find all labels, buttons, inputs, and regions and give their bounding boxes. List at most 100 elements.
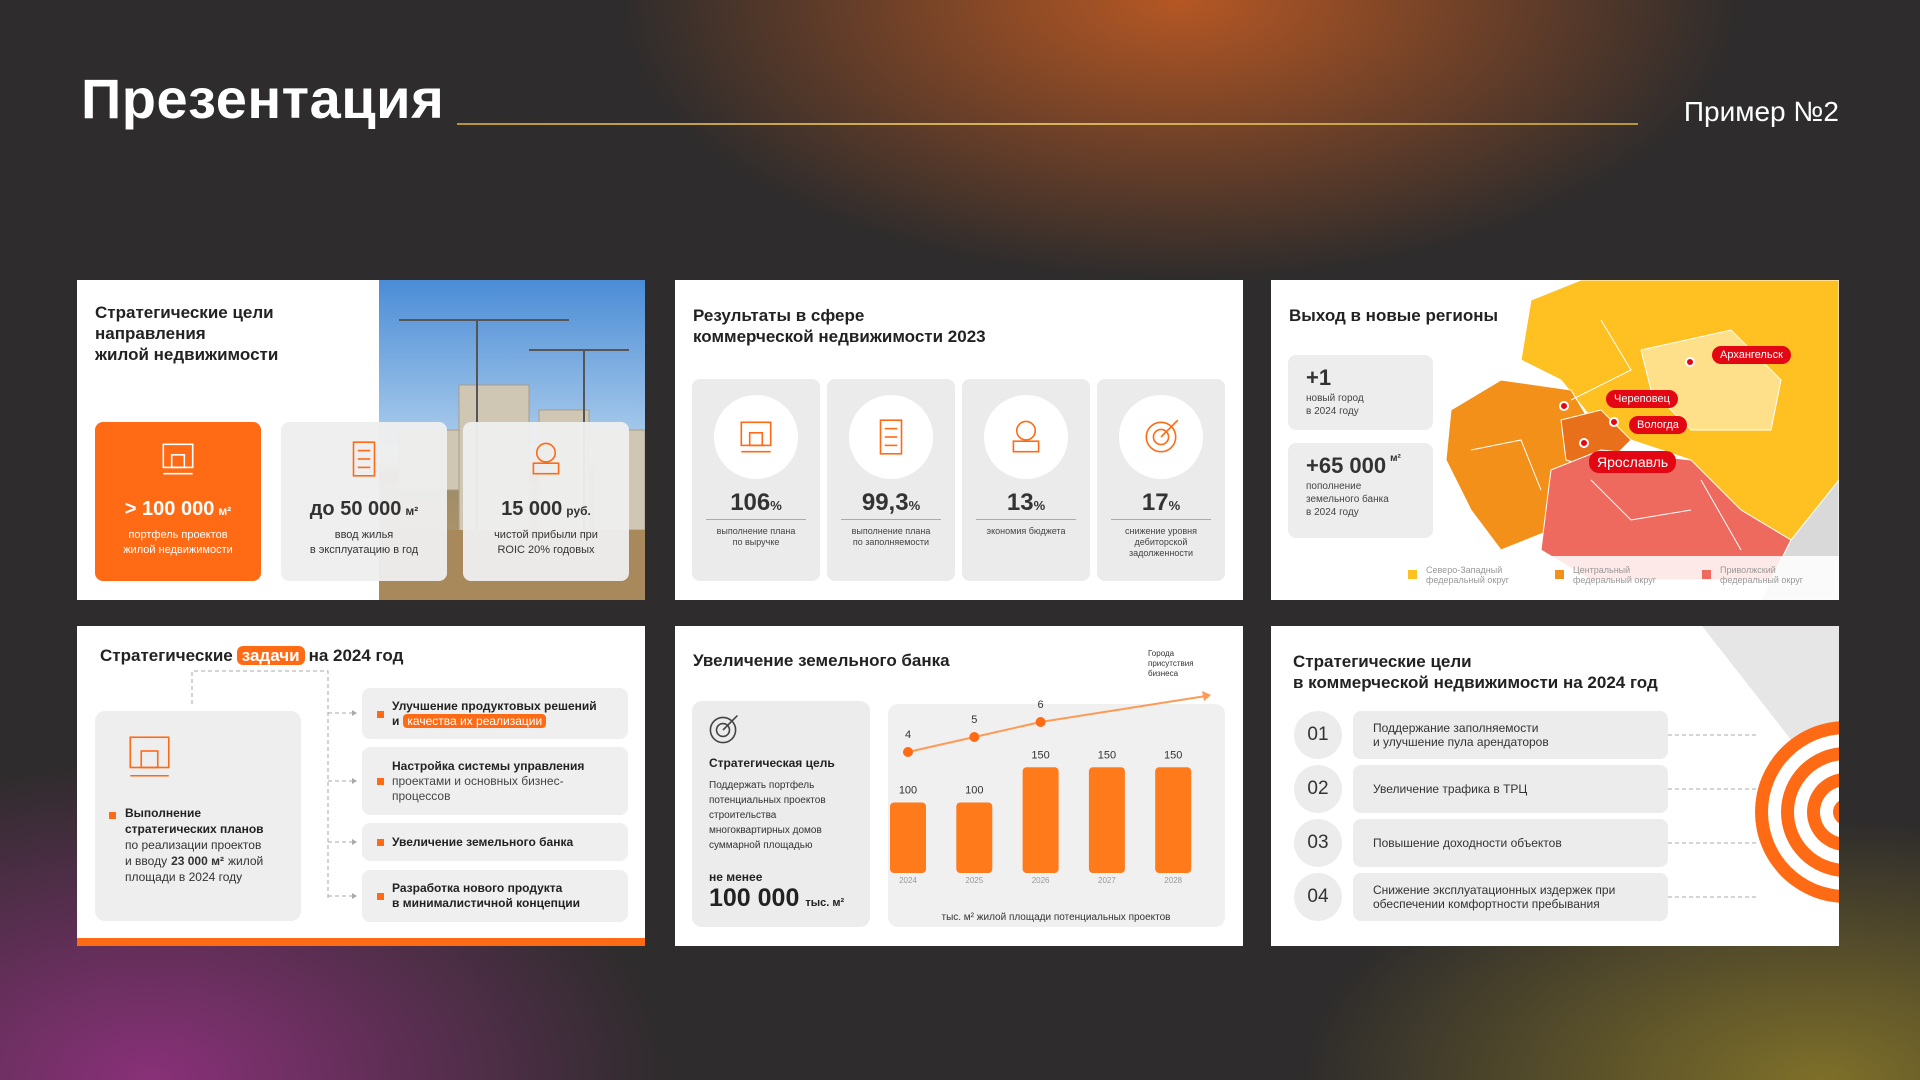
result-value: 106% <box>692 489 820 517</box>
connectors <box>191 670 357 900</box>
icon-shape <box>129 736 170 769</box>
goal-label: Стратегическая цель <box>709 756 835 770</box>
goal-item: Поддержание заполняемости и улучшение пу… <box>1353 711 1668 759</box>
result-card: 13% экономия бюджета <box>962 379 1090 581</box>
task-text: Увеличение земельного банка <box>392 835 573 850</box>
slide-title: Стратегические цели направления жилой не… <box>95 303 279 364</box>
task-text: Улучшение продуктовых решений и качества … <box>392 699 597 729</box>
legend-swatch <box>1408 570 1417 579</box>
min-label: не менее <box>709 870 763 884</box>
number-circle: 01 <box>1294 711 1342 759</box>
goal-text: по реализации проектов и вводу 23 000 м² ж… <box>125 837 295 885</box>
icon <box>1145 419 1179 453</box>
slide: Увеличение земельного банка Стратегическа… <box>675 626 1243 946</box>
result-card: 106% выполнение плана по выручке <box>692 379 820 581</box>
divider <box>1111 519 1211 520</box>
result-label: снижение уровня дебиторской задолженност… <box>1124 526 1198 558</box>
icon <box>879 419 903 455</box>
goal-text: Повышение доходности объектов <box>1373 836 1562 850</box>
slide: Выход в новые регионы +1 новый город в 202… <box>1271 280 1839 600</box>
legend-swatch <box>1555 570 1564 579</box>
stat-value: +65 000 м² <box>1306 453 1401 479</box>
value: 13 <box>1006 489 1034 516</box>
task-title: Разработка нового продукта в минималисти… <box>392 881 581 910</box>
goal-text: Поддержать портфель потенциальных проект… <box>709 780 826 851</box>
line-point <box>969 732 980 742</box>
stat-card: до 50 000 м² ввод жилья в эксплуатацию в г… <box>281 422 447 581</box>
city-dot <box>1609 417 1619 427</box>
icon <box>740 421 772 453</box>
value: 15 000 <box>501 498 563 520</box>
bullet <box>377 710 384 718</box>
number-circle: 04 <box>1294 873 1342 921</box>
slide-title: Стратегические задачи на 2024 год <box>100 644 403 668</box>
icon-shape <box>879 419 903 455</box>
bar-label: 150 <box>1098 749 1116 761</box>
slide-title: Стратегические цели в коммерческой недви… <box>1293 652 1658 692</box>
legend-label: Приволжский федеральный округ <box>1720 565 1804 585</box>
map-border <box>1570 319 1632 401</box>
stat-label: пополнение земельного банка в 2024 году <box>1306 481 1389 518</box>
text: по реализации проектов и вводу <box>125 838 262 868</box>
icon-shape <box>535 442 557 463</box>
icon-shape <box>1160 419 1179 438</box>
unit: % <box>770 498 782 513</box>
stat-value: до 50 000 м² <box>281 498 447 521</box>
task-title: Улучшение продуктовых решений и <box>392 698 597 728</box>
legend-label: Северо-Западный федеральный округ <box>1426 565 1510 585</box>
connector <box>191 670 329 900</box>
title-highlight: задачи <box>236 646 305 665</box>
result-label: экономия бюджета <box>986 526 1066 536</box>
trend-arrow <box>1040 695 1207 723</box>
decor <box>1668 626 1839 903</box>
icon <box>162 443 194 475</box>
result-value: 17% <box>1097 489 1225 517</box>
icon-shape <box>352 441 376 477</box>
icon-shape <box>722 715 738 731</box>
icon-shape <box>709 716 737 744</box>
goal-title: Выполнение стратегических планов <box>125 806 264 836</box>
city-dot <box>1579 438 1589 448</box>
goal-card: Выполнение стратегических планов по реали… <box>95 711 301 921</box>
stat-card: 15 000 руб. чистой прибыли при ROIC 20% го… <box>463 422 629 581</box>
city-dot <box>1685 357 1695 367</box>
icon-shape <box>1152 428 1170 446</box>
point-label: 6 <box>1038 699 1044 711</box>
map-border <box>1590 479 1692 521</box>
stat-box: +65 000 м² пополнение земельного банка в 2… <box>1288 443 1433 538</box>
value: 106 <box>730 489 771 516</box>
value: 100 000 <box>709 884 800 912</box>
task-title: Увеличение земельного банка <box>392 834 574 849</box>
legend-swatch <box>1702 570 1711 579</box>
unit: м² <box>1390 453 1401 464</box>
unit: м² <box>405 504 419 518</box>
slide-title: Результаты в сфере коммерческой недвижим… <box>693 306 986 346</box>
stat-label: портфель проектов жилой недвижимости <box>123 529 233 556</box>
task-highlight: качества их реализации <box>403 713 547 728</box>
stat-value: +1 <box>1306 365 1331 391</box>
bar <box>956 802 993 873</box>
city-label: Ярославль <box>1589 451 1677 473</box>
title-rule <box>457 123 1638 125</box>
result-label: выполнение плана по заполняемости <box>851 526 931 547</box>
task-card: Увеличение земельного банка <box>362 823 628 861</box>
value: +65 000 <box>1306 453 1387 478</box>
bullet <box>377 839 384 846</box>
stat-label: новый город в 2024 году <box>1306 393 1364 417</box>
icon-shape <box>532 462 560 475</box>
icon-shape <box>1012 440 1040 453</box>
goal-item: Повышение доходности объектов <box>1353 819 1668 867</box>
value: 17 <box>1141 489 1169 516</box>
icon-shape <box>715 722 731 738</box>
stat-value: 15 000 руб. <box>463 498 629 521</box>
bar-label: 100 <box>965 785 983 797</box>
city-label: Архангельск <box>1712 346 1791 364</box>
number-circle: 02 <box>1294 765 1342 813</box>
icon-circle <box>1119 395 1203 479</box>
slide: Стратегические цели в коммерческой недви… <box>1271 626 1839 946</box>
chart-caption: тыс. м² жилой площади потенциальных прое… <box>941 912 1170 923</box>
stat-label: ввод жилья в эксплуатацию в год <box>309 529 419 556</box>
value: > 100 000 <box>124 498 215 520</box>
result-value: 13% <box>962 489 1090 517</box>
city-label: Вологда <box>1629 416 1687 434</box>
